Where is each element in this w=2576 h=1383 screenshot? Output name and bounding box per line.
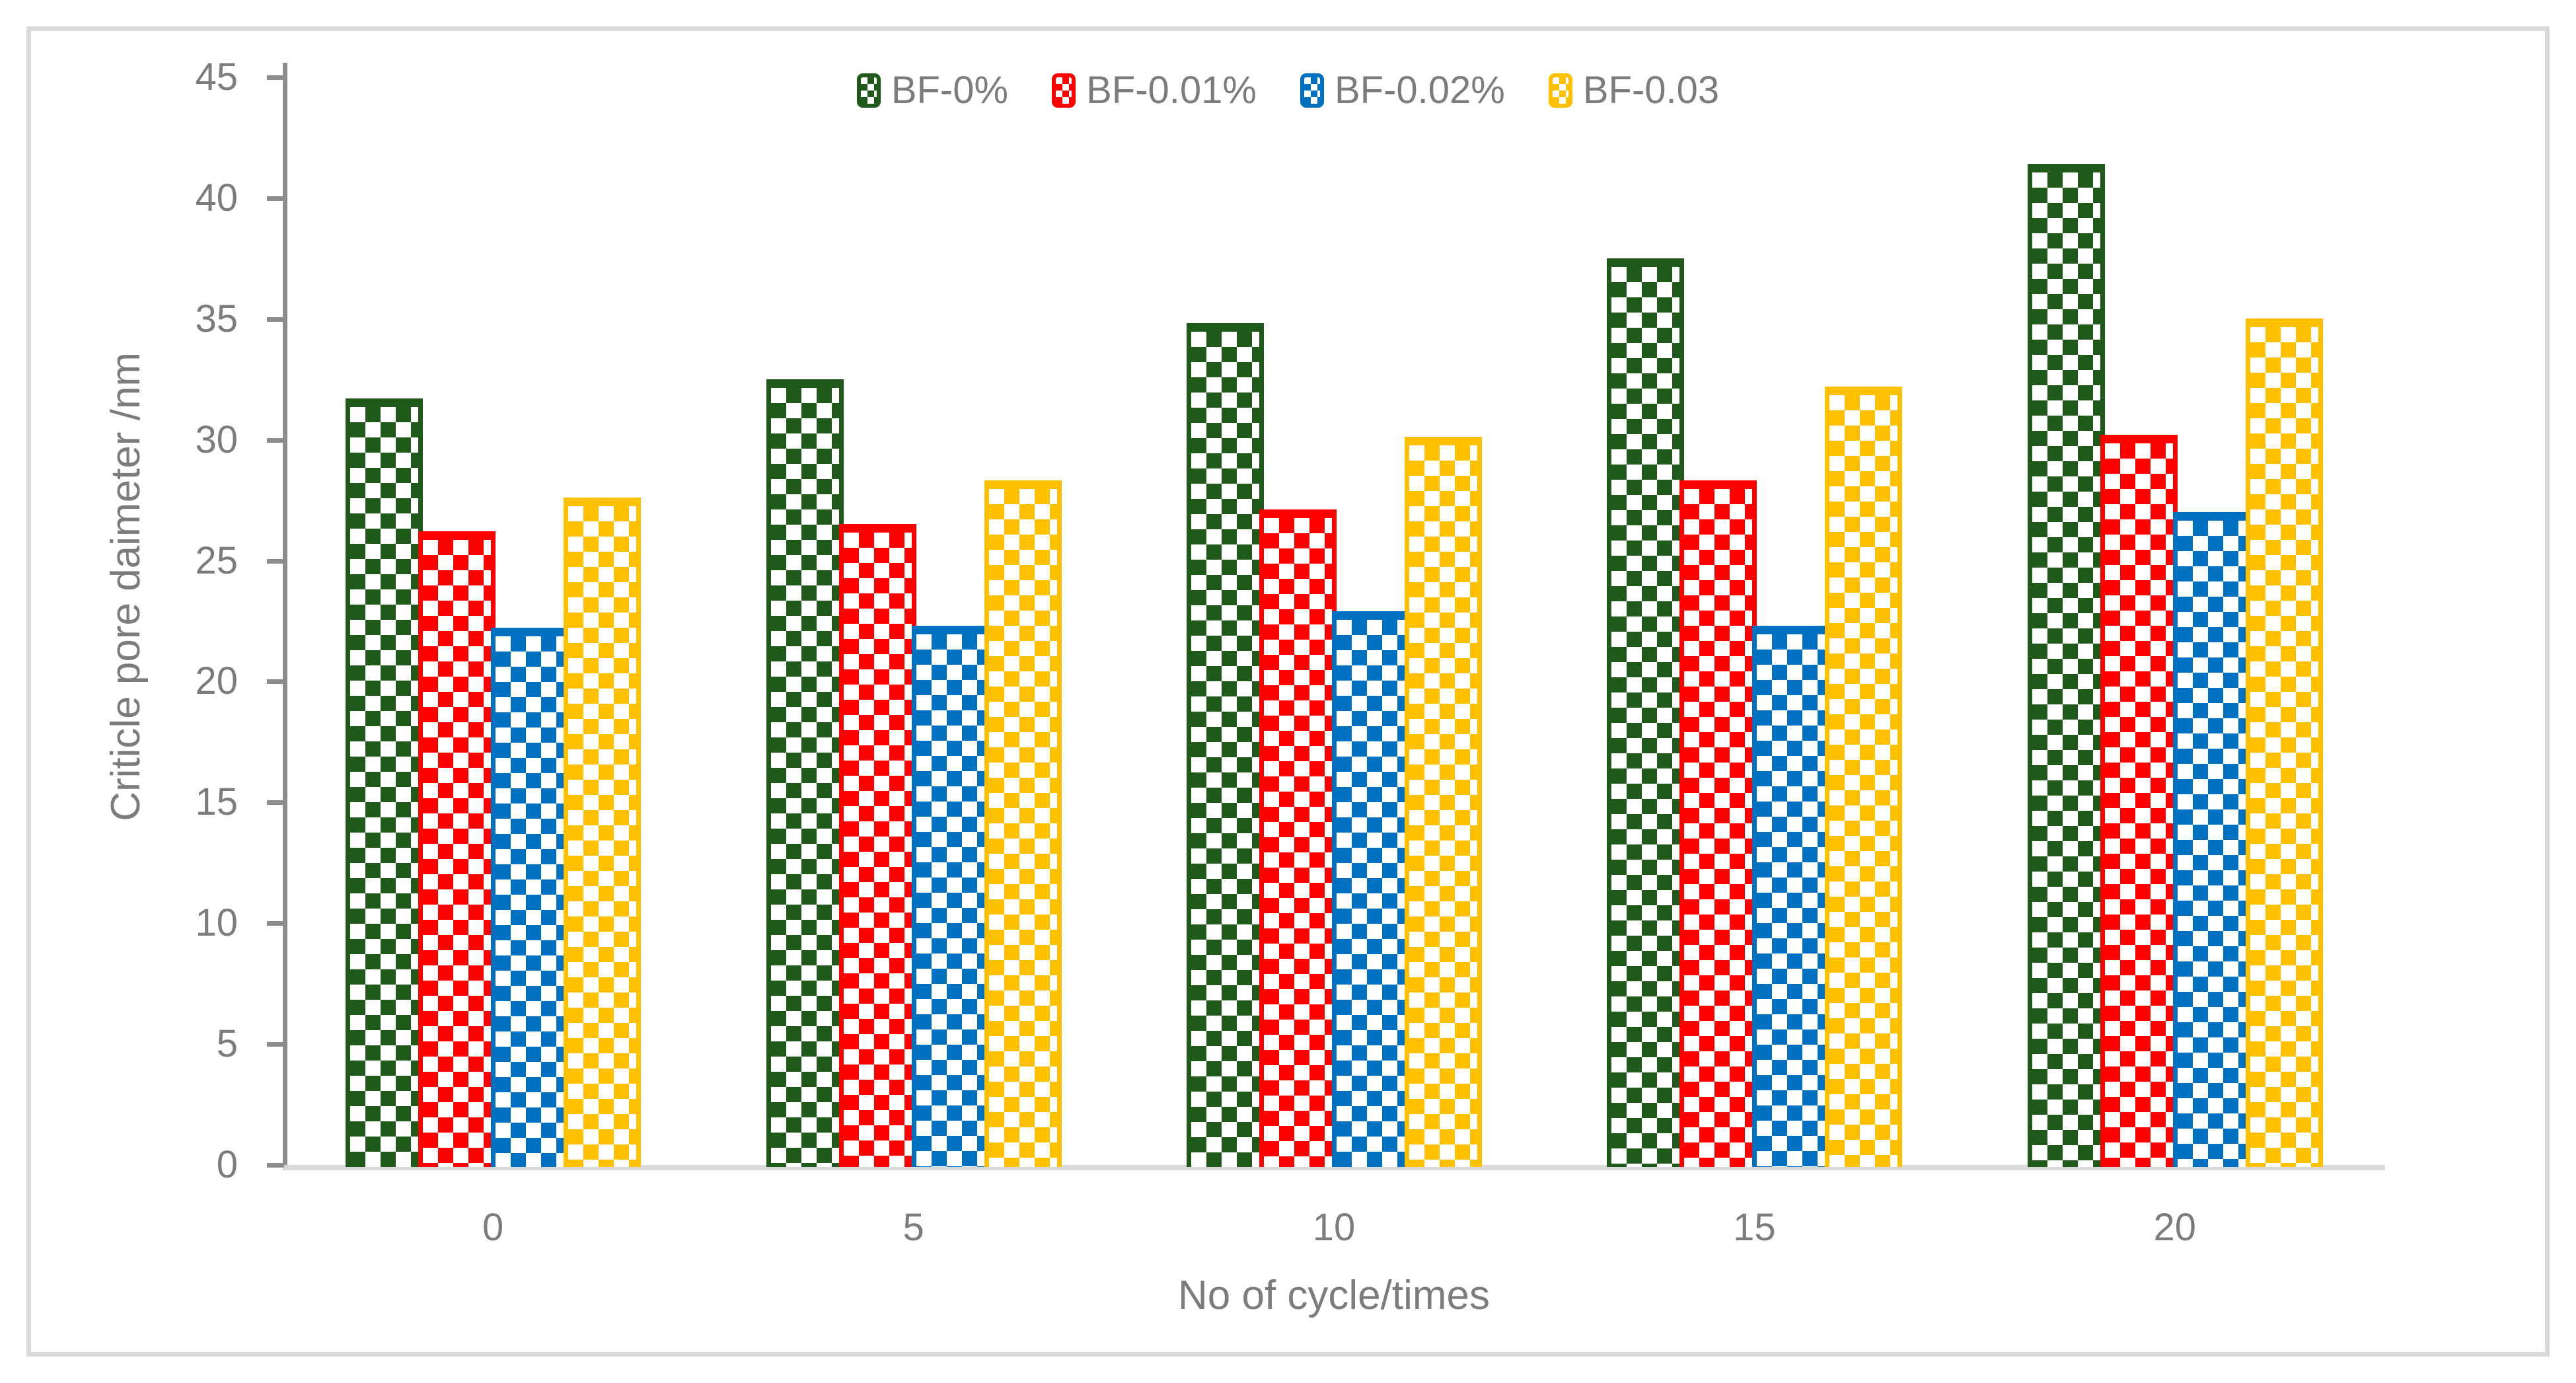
y-tick-mark bbox=[267, 317, 284, 322]
bar-BF-0%-cycle-5 bbox=[766, 379, 844, 1167]
bar-BF-0.01%-cycle-20 bbox=[2100, 435, 2178, 1167]
y-tick-mark bbox=[267, 679, 284, 685]
y-tick-mark bbox=[267, 75, 284, 80]
legend-swatch-icon bbox=[856, 73, 881, 108]
bar-BF-0.03-cycle-10 bbox=[1405, 437, 1482, 1167]
x-axis-line bbox=[283, 1165, 2385, 1170]
bar-cluster-cycle-5 bbox=[766, 379, 1062, 1167]
legend-label: BF-0.01% bbox=[1086, 69, 1257, 112]
y-tick-label-25: 25 bbox=[195, 539, 238, 582]
bar-BF-0.01%-cycle-0 bbox=[418, 531, 496, 1167]
y-tick-label-35: 35 bbox=[195, 297, 238, 340]
legend-label: BF-0.03 bbox=[1582, 69, 1720, 112]
y-tick-label-0: 0 bbox=[216, 1143, 238, 1186]
bar-BF-0.03-cycle-15 bbox=[1825, 387, 1903, 1167]
bar-BF-0%-cycle-0 bbox=[346, 398, 423, 1167]
x-tick-label-10: 10 bbox=[1312, 1206, 1356, 1249]
y-tick-label-15: 15 bbox=[195, 780, 238, 824]
y-tick-label-30: 30 bbox=[195, 418, 238, 461]
bar-BF-0.01%-cycle-10 bbox=[1259, 509, 1337, 1167]
bar-BF-0%-cycle-20 bbox=[2027, 164, 2105, 1167]
y-axis-line bbox=[283, 63, 287, 1170]
chart-legend: BF-0% BF-0.01% BF-0.02% BF-0.03 bbox=[0, 71, 2576, 110]
bar-BF-0.02%-cycle-20 bbox=[2172, 512, 2250, 1167]
bar-BF-0.02%-cycle-15 bbox=[1752, 626, 1830, 1167]
y-tick-mark bbox=[267, 1042, 284, 1047]
bar-cluster-cycle-20 bbox=[2027, 164, 2323, 1167]
bar-BF-0.02%-cycle-0 bbox=[491, 628, 569, 1167]
bar-BF-0.03-cycle-0 bbox=[564, 498, 642, 1167]
bar-BF-0%-cycle-10 bbox=[1187, 323, 1264, 1167]
y-tick-mark bbox=[267, 437, 284, 443]
bar-cluster-cycle-10 bbox=[1187, 323, 1482, 1167]
y-tick-label-45: 45 bbox=[195, 56, 238, 98]
legend-item-BF-0.03: BF-0.03 bbox=[1548, 69, 1720, 112]
legend-item-BF-0%: BF-0% bbox=[856, 69, 1009, 112]
bar-cluster-cycle-0 bbox=[346, 398, 642, 1167]
bar-BF-0.03-cycle-5 bbox=[984, 480, 1062, 1167]
bar-BF-0.01%-cycle-5 bbox=[838, 524, 916, 1167]
bar-BF-0.02%-cycle-5 bbox=[911, 626, 989, 1167]
x-tick-label-15: 15 bbox=[1733, 1206, 1776, 1249]
y-tick-label-10: 10 bbox=[195, 901, 238, 945]
legend-swatch-icon bbox=[1300, 73, 1324, 108]
legend-label: BF-0.02% bbox=[1334, 69, 1505, 112]
bar-BF-0.03-cycle-20 bbox=[2245, 318, 2323, 1167]
bar-cluster-cycle-15 bbox=[1607, 258, 1903, 1167]
legend-swatch-icon bbox=[1052, 73, 1076, 108]
y-tick-mark bbox=[267, 800, 284, 805]
y-tick-mark bbox=[267, 558, 284, 564]
bar-BF-0%-cycle-15 bbox=[1607, 258, 1685, 1167]
bar-BF-0.02%-cycle-10 bbox=[1332, 611, 1409, 1167]
y-tick-mark bbox=[267, 196, 284, 201]
legend-item-BF-0.01%: BF-0.01% bbox=[1052, 71, 1257, 110]
x-tick-label-5: 5 bbox=[902, 1206, 924, 1249]
y-tick-mark bbox=[267, 921, 284, 926]
y-tick-label-20: 20 bbox=[195, 659, 238, 703]
legend-swatch-icon bbox=[1548, 73, 1572, 108]
legend-item-BF-0.02%: BF-0.02% bbox=[1300, 71, 1505, 110]
y-tick-mark bbox=[267, 1163, 284, 1168]
bar-BF-0.01%-cycle-15 bbox=[1679, 480, 1757, 1167]
x-tick-label-20: 20 bbox=[2153, 1206, 2197, 1249]
y-tick-label-5: 5 bbox=[216, 1022, 238, 1066]
legend-label: BF-0% bbox=[891, 69, 1009, 112]
y-tick-label-40: 40 bbox=[195, 176, 238, 219]
x-tick-label-0: 0 bbox=[482, 1206, 504, 1249]
x-axis-title: No of cycle/times bbox=[1177, 1273, 1490, 1318]
